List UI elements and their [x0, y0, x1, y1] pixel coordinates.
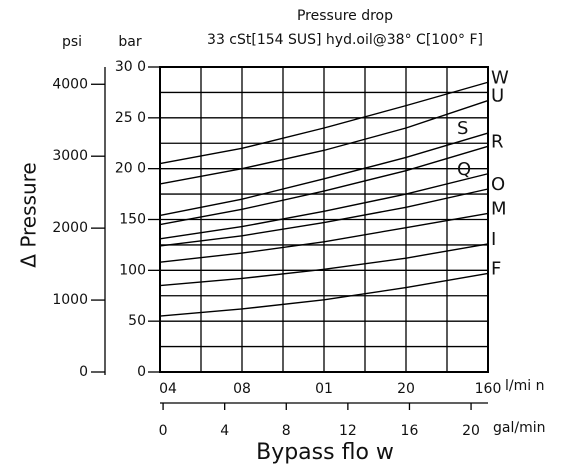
- x-unit: l/mi n: [505, 378, 544, 394]
- curve-label: O: [491, 174, 505, 195]
- plot-frame: [159, 66, 489, 373]
- chart-subtitle: 33 cSt[154 SUS] hyd.oil@38° C[100° F]: [207, 32, 483, 48]
- curve-label: R: [491, 131, 504, 152]
- y-axis-label: Δ Pressure: [17, 162, 41, 267]
- series-line: [159, 188, 489, 247]
- y-tick-label: 100: [119, 262, 146, 278]
- series-line: [159, 173, 489, 240]
- series-line: [159, 243, 489, 287]
- y2-tick-label: 0: [79, 364, 88, 380]
- curve-label: W: [491, 67, 509, 88]
- curve-label: S: [457, 118, 468, 139]
- y-tick-label: 30 0: [115, 59, 146, 75]
- x-tick-label: 20: [397, 381, 415, 397]
- series-line: [159, 212, 489, 263]
- y-tick-label: 50: [128, 313, 146, 329]
- y2-tick-label: 1000: [52, 292, 88, 308]
- y2-unit: psi: [62, 34, 82, 50]
- curve-label: U: [491, 86, 504, 107]
- x2-tick-label: 16: [401, 423, 419, 439]
- chart-title: Pressure drop: [297, 8, 393, 24]
- series-line: [159, 145, 489, 226]
- y-tick-label: 20 0: [115, 161, 146, 177]
- y-tick-label: 0: [137, 364, 146, 380]
- x-tick-label: 160: [475, 381, 502, 397]
- x2-tick-label: 0: [159, 423, 168, 439]
- curve-label: I: [491, 229, 496, 250]
- x-tick-label: 08: [233, 381, 251, 397]
- series-line: [159, 99, 489, 185]
- y2-tick-label: 4000: [52, 76, 88, 92]
- x2-tick-label: 8: [282, 423, 291, 439]
- x-tick-label: 04: [159, 381, 177, 397]
- x-tick-label: 01: [315, 381, 333, 397]
- series-line: [159, 132, 489, 217]
- series-line: [159, 81, 489, 165]
- x2-tick-label: 20: [462, 423, 480, 439]
- x2-tick-label: 4: [220, 423, 229, 439]
- curve-label: Q: [457, 159, 471, 180]
- series-line: [159, 272, 489, 317]
- curve-label: F: [491, 258, 501, 279]
- y2-tick-label: 3000: [52, 148, 88, 164]
- y-tick-label: 150: [119, 212, 146, 228]
- x2-tick-label: 12: [339, 423, 357, 439]
- x2-unit: gal/min: [493, 420, 545, 436]
- y-tick-label: 25 0: [115, 110, 146, 126]
- x-axis-label: Bypass flo w: [256, 440, 394, 465]
- y-unit: bar: [118, 34, 141, 50]
- curve-label: M: [491, 198, 507, 219]
- y2-tick-label: 2000: [52, 220, 88, 236]
